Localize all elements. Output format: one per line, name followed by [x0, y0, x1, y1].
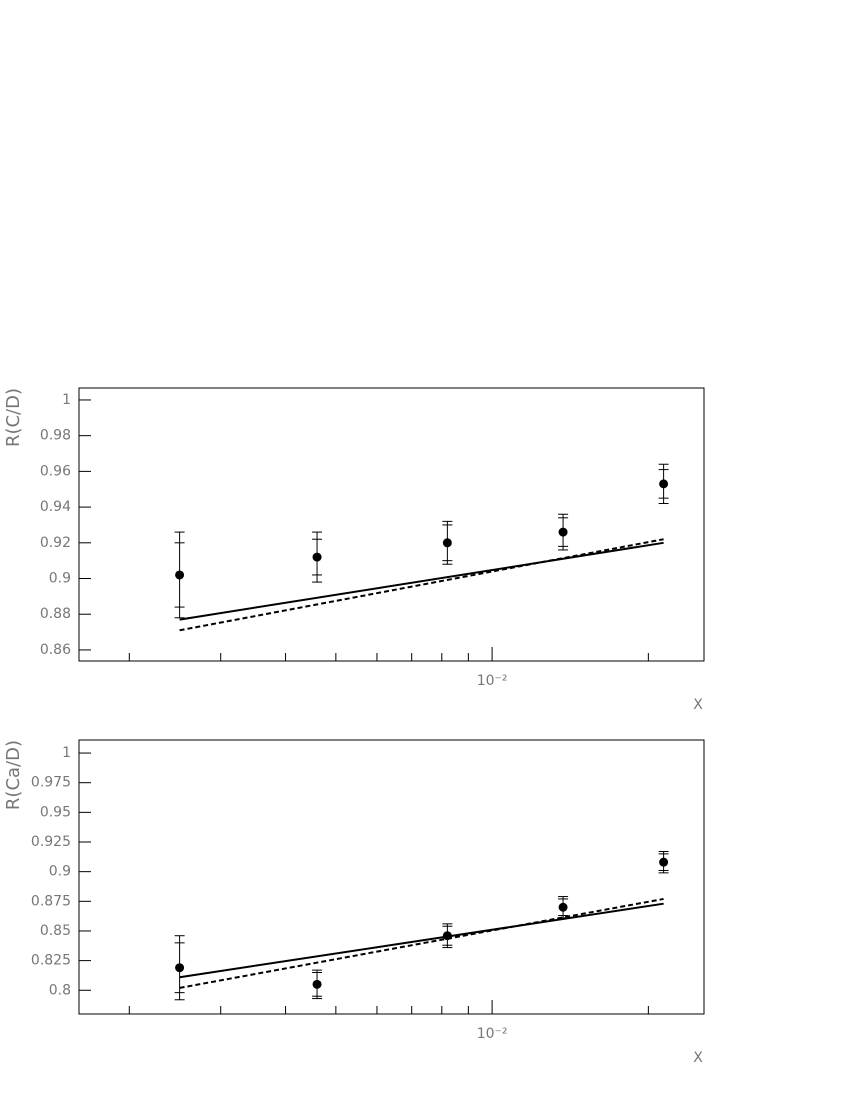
data-point — [442, 538, 452, 548]
y-tick-label: 0.92 — [40, 535, 71, 551]
y-tick-label: 0.975 — [31, 775, 71, 791]
data-point — [659, 857, 669, 867]
y-tick-label: 0.925 — [31, 834, 71, 850]
x-tick-label: 10⁻² — [477, 673, 508, 689]
y-tick-label: 0.9 — [49, 571, 71, 587]
y-tick-label: 1 — [62, 392, 71, 408]
data-point — [175, 963, 185, 973]
x-axis-label: X — [693, 1050, 703, 1066]
y-tick-label: 0.88 — [40, 606, 71, 622]
model-line — [179, 897, 664, 989]
y-tick-label: 0.86 — [40, 642, 71, 658]
y-tick-label: 0.95 — [40, 804, 71, 820]
y-tick-label: 0.85 — [40, 923, 71, 939]
model-line — [179, 902, 664, 979]
y-tick-label: 0.8 — [49, 982, 71, 998]
data-point — [312, 552, 322, 562]
y-tick-label: 0.94 — [40, 499, 71, 515]
data-point — [175, 570, 185, 580]
y-axis-label: R(C/D) — [3, 388, 24, 447]
data-point — [312, 979, 322, 989]
x-axis-label: X — [693, 697, 703, 713]
model-line — [179, 538, 664, 632]
data-point — [659, 479, 669, 489]
model-line — [179, 541, 664, 621]
y-axis-label: R(Ca/D) — [3, 740, 24, 810]
y-tick-label: 0.9 — [49, 864, 71, 880]
plot-frame — [78, 739, 705, 1015]
data-point — [558, 902, 568, 912]
data-point — [558, 527, 568, 537]
x-tick-label: 10⁻² — [477, 1026, 508, 1042]
y-tick-label: 0.96 — [40, 463, 71, 479]
y-tick-label: 0.875 — [31, 893, 71, 909]
plot-frame — [78, 387, 705, 662]
y-tick-label: 1 — [62, 745, 71, 761]
y-tick-label: 0.825 — [31, 953, 71, 969]
y-tick-label: 0.98 — [40, 428, 71, 444]
